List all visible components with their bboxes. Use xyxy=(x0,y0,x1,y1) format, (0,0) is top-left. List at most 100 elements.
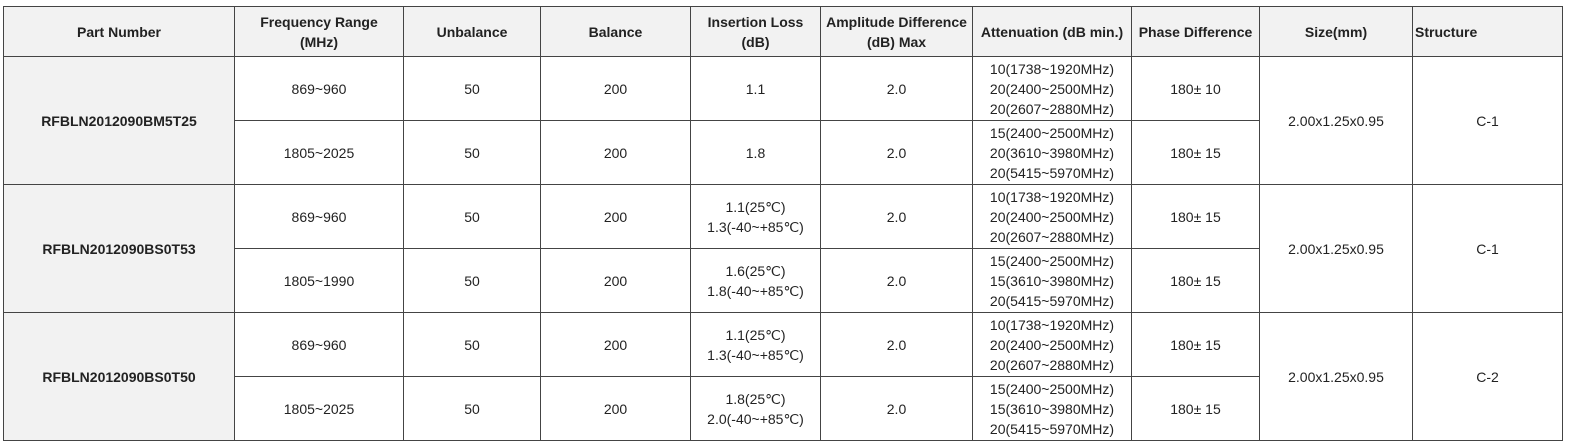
attenuation-line: 15(2400~2500MHz) xyxy=(989,380,1115,397)
balance-cell: 200 xyxy=(540,248,691,313)
attenuation-line: 15(3610~3980MHz) xyxy=(989,272,1115,289)
amplitude-cell: 2.0 xyxy=(820,248,973,313)
attenuation-line: 20(2400~2500MHz) xyxy=(989,208,1115,225)
table-row: 1805~2025 50 200 1.8(25℃) 2.0(-40~+85℃) … xyxy=(4,376,1563,441)
unbalance-cell: 50 xyxy=(403,312,541,377)
amplitude-cell: 2.0 xyxy=(820,312,973,377)
insertion-loss-line: 1.8(25℃) xyxy=(725,390,786,407)
structure-cell: C-2 xyxy=(1412,312,1563,441)
insertion-loss-line: 1.3(-40~+85℃) xyxy=(707,218,804,235)
amplitude-cell: 2.0 xyxy=(820,56,973,121)
structure-cell: C-1 xyxy=(1412,56,1563,185)
header-amplitude-difference-line1: Amplitude Difference xyxy=(826,13,967,30)
header-frequency-range-line1: Frequency Range xyxy=(260,13,378,30)
attenuation-line: 20(5415~5970MHz) xyxy=(989,164,1115,181)
attenuation-line: 20(2607~2880MHz) xyxy=(989,228,1115,245)
frequency-cell: 869~960 xyxy=(234,184,404,249)
attenuation-line: 15(2400~2500MHz) xyxy=(989,124,1115,141)
table-row: 1805~2025 50 200 1.8 2.0 15(2400~2500MHz… xyxy=(4,120,1563,185)
attenuation-line: 20(2400~2500MHz) xyxy=(989,80,1115,97)
header-frequency-range-line2: (MHz) xyxy=(299,33,339,50)
amplitude-cell: 2.0 xyxy=(820,376,973,441)
phase-cell: 180± 15 xyxy=(1131,376,1260,441)
unbalance-cell: 50 xyxy=(403,184,541,249)
phase-cell: 180± 15 xyxy=(1131,184,1260,249)
header-insertion-loss-line2: (dB) xyxy=(741,33,770,50)
attenuation-line: 10(1738~1920MHz) xyxy=(989,188,1115,205)
header-frequency-range: Frequency Range (MHz) xyxy=(234,6,404,57)
balance-cell: 200 xyxy=(540,312,691,377)
unbalance-cell: 50 xyxy=(403,248,541,313)
header-balance: Balance xyxy=(540,6,691,57)
insertion-loss-cell: 1.1 xyxy=(690,56,821,121)
insertion-loss-line: 1.1 xyxy=(745,80,766,97)
insertion-loss-cell: 1.8(25℃) 2.0(-40~+85℃) xyxy=(690,376,821,441)
header-attenuation: Attenuation (dB min.) xyxy=(972,6,1132,57)
part-number-cell: RFBLN2012090BS0T50 xyxy=(3,312,235,441)
attenuation-cell: 15(2400~2500MHz) 20(3610~3980MHz) 20(541… xyxy=(972,120,1132,185)
size-cell: 2.00x1.25x0.95 xyxy=(1259,312,1413,441)
header-insertion-loss: Insertion Loss (dB) xyxy=(690,6,821,57)
attenuation-line: 20(3610~3980MHz) xyxy=(989,144,1115,161)
attenuation-line: 10(1738~1920MHz) xyxy=(989,316,1115,333)
part-number-cell: RFBLN2012090BS0T53 xyxy=(3,184,235,313)
balun-spec-table: Part Number Frequency Range (MHz) Unbala… xyxy=(3,6,1563,441)
frequency-cell: 1805~2025 xyxy=(234,120,404,185)
header-structure: Structure xyxy=(1412,6,1563,57)
size-cell: 2.00x1.25x0.95 xyxy=(1259,184,1413,313)
attenuation-line: 15(3610~3980MHz) xyxy=(989,400,1115,417)
header-insertion-loss-line1: Insertion Loss xyxy=(707,13,804,30)
frequency-cell: 869~960 xyxy=(234,312,404,377)
attenuation-line: 10(1738~1920MHz) xyxy=(989,60,1115,77)
frequency-cell: 1805~1990 xyxy=(234,248,404,313)
insertion-loss-line: 1.8 xyxy=(745,144,766,161)
attenuation-cell: 10(1738~1920MHz) 20(2400~2500MHz) 20(260… xyxy=(972,184,1132,249)
header-amplitude-difference-line2: (dB) Max xyxy=(866,33,927,50)
insertion-loss-cell: 1.6(25℃) 1.8(-40~+85℃) xyxy=(690,248,821,313)
attenuation-cell: 10(1738~1920MHz) 20(2400~2500MHz) 20(260… xyxy=(972,312,1132,377)
phase-cell: 180± 15 xyxy=(1131,312,1260,377)
amplitude-cell: 2.0 xyxy=(820,184,973,249)
phase-cell: 180± 15 xyxy=(1131,120,1260,185)
insertion-loss-cell: 1.1(25℃) 1.3(-40~+85℃) xyxy=(690,184,821,249)
attenuation-line: 20(2607~2880MHz) xyxy=(989,100,1115,117)
header-size: Size(mm) xyxy=(1259,6,1413,57)
insertion-loss-line: 1.6(25℃) xyxy=(725,262,786,279)
header-unbalance: Unbalance xyxy=(403,6,541,57)
table-row: RFBLN2012090BS0T50 869~960 50 200 1.1(25… xyxy=(3,312,1563,441)
spec-table-container: Part Number Frequency Range (MHz) Unbala… xyxy=(3,6,1563,441)
insertion-loss-cell: 1.8 xyxy=(690,120,821,185)
attenuation-line: 20(5415~5970MHz) xyxy=(989,292,1115,309)
insertion-loss-line: 1.1(25℃) xyxy=(725,326,786,343)
balance-cell: 200 xyxy=(540,184,691,249)
insertion-loss-line: 1.3(-40~+85℃) xyxy=(707,346,804,363)
balance-cell: 200 xyxy=(540,120,691,185)
header-row: Part Number Frequency Range (MHz) Unbala… xyxy=(3,6,1563,57)
insertion-loss-line: 1.1(25℃) xyxy=(725,198,786,215)
unbalance-cell: 50 xyxy=(403,120,541,185)
size-cell: 2.00x1.25x0.95 xyxy=(1259,56,1413,185)
attenuation-cell: 10(1738~1920MHz) 20(2400~2500MHz) 20(260… xyxy=(972,56,1132,121)
insertion-loss-cell: 1.1(25℃) 1.3(-40~+85℃) xyxy=(690,312,821,377)
unbalance-cell: 50 xyxy=(403,376,541,441)
insertion-loss-line: 1.8(-40~+85℃) xyxy=(707,282,804,299)
amplitude-cell: 2.0 xyxy=(820,120,973,185)
unbalance-cell: 50 xyxy=(403,56,541,121)
phase-cell: 180± 15 xyxy=(1131,248,1260,313)
attenuation-line: 15(2400~2500MHz) xyxy=(989,252,1115,269)
header-phase-difference: Phase Difference xyxy=(1131,6,1260,57)
part-number-cell: RFBLN2012090BM5T25 xyxy=(3,56,235,185)
insertion-loss-line: 2.0(-40~+85℃) xyxy=(707,410,804,427)
phase-cell: 180± 10 xyxy=(1131,56,1260,121)
table-row: RFBLN2012090BM5T25 869~960 50 200 1.1 2.… xyxy=(3,56,1563,185)
header-part-number: Part Number xyxy=(3,6,235,57)
frequency-cell: 1805~2025 xyxy=(234,376,404,441)
balance-cell: 200 xyxy=(540,56,691,121)
attenuation-cell: 15(2400~2500MHz) 15(3610~3980MHz) 20(541… xyxy=(972,248,1132,313)
attenuation-line: 20(5415~5970MHz) xyxy=(989,420,1115,437)
balance-cell: 200 xyxy=(540,376,691,441)
attenuation-line: 20(2400~2500MHz) xyxy=(989,336,1115,353)
attenuation-line: 20(2607~2880MHz) xyxy=(989,356,1115,373)
table-row: 1805~1990 50 200 1.6(25℃) 1.8(-40~+85℃) … xyxy=(4,248,1563,313)
table-row: RFBLN2012090BS0T53 869~960 50 200 1.1(25… xyxy=(3,184,1563,313)
